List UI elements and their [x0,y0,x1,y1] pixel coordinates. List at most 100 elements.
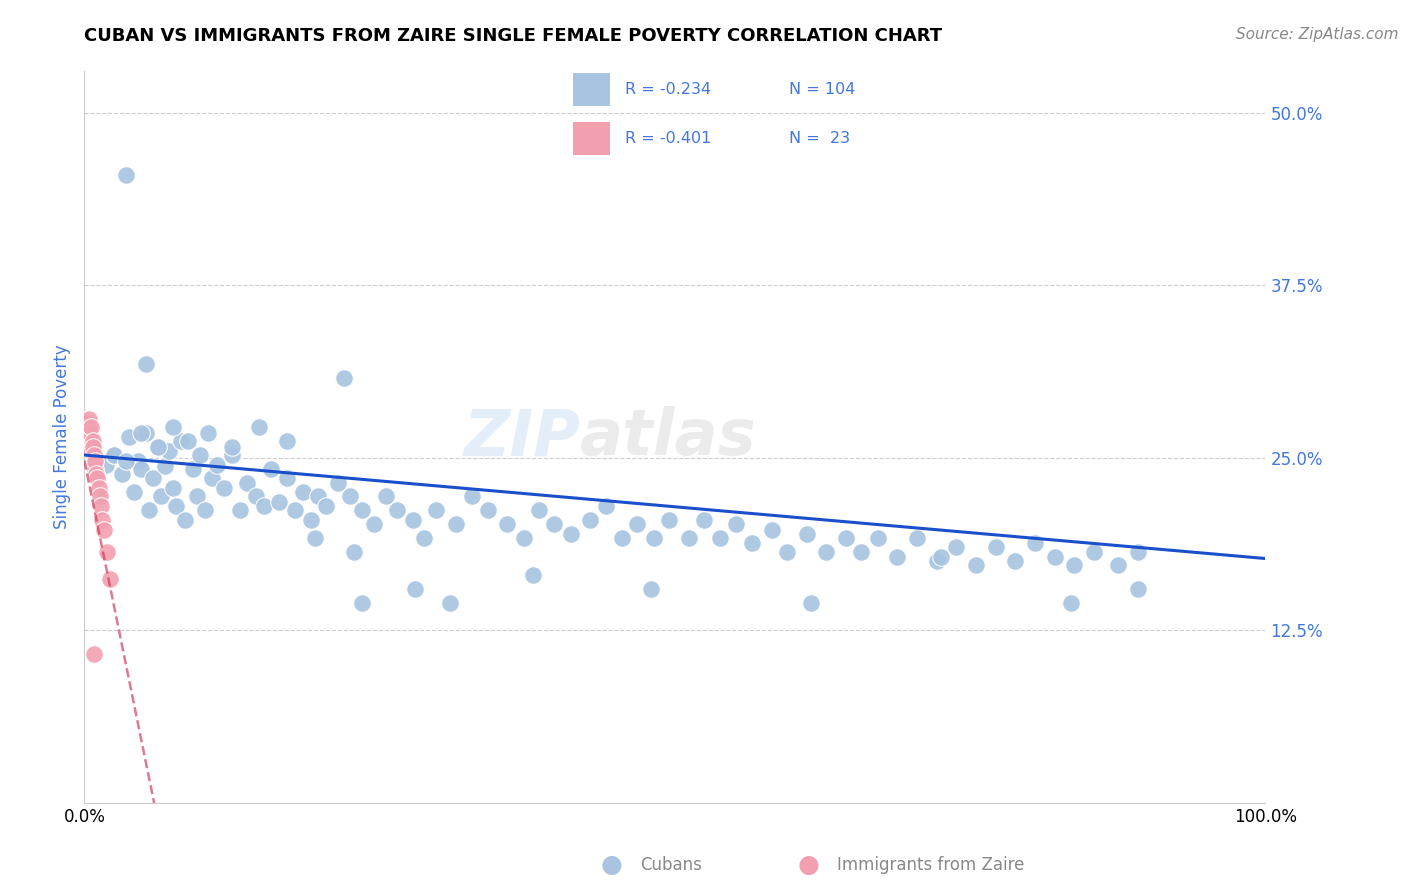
Point [83,448,105,462]
Point [103,448,125,462]
Point [83,458,105,472]
Point [796,526,818,541]
Point [425,503,447,517]
Point [299,513,322,527]
Point [91,513,114,527]
Point [1126,544,1149,558]
Point [77,430,100,444]
Point [82,434,104,449]
Point [94,458,117,472]
Point [118,430,141,444]
Point [643,531,665,545]
Point [77,412,100,426]
Point [135,425,157,440]
Text: R = -0.401: R = -0.401 [624,131,711,146]
Point [527,503,550,517]
FancyBboxPatch shape [574,73,610,105]
Point [343,544,366,558]
Point [253,499,276,513]
Point [103,448,125,462]
Point [83,647,105,661]
Point [761,523,783,537]
Point [212,481,235,495]
Point [260,462,283,476]
Point [851,544,873,558]
Point [229,503,252,517]
Point [157,443,180,458]
Point [269,495,291,509]
Text: CUBAN VS IMMIGRANTS FROM ZAIRE SINGLE FEMALE POVERTY CORRELATION CHART: CUBAN VS IMMIGRANTS FROM ZAIRE SINGLE FE… [84,27,942,45]
Point [221,448,243,462]
Point [626,516,648,531]
Point [146,440,169,454]
Point [194,503,217,517]
Point [1063,558,1085,573]
Point [1059,596,1081,610]
Point [170,434,193,449]
Point [111,467,134,482]
Point [610,531,633,545]
Point [96,544,118,558]
Point [87,481,110,495]
Point [304,531,326,545]
Point [439,596,461,610]
Point [925,554,948,568]
Point [776,544,799,558]
Point [153,458,176,473]
Point [291,485,314,500]
Point [709,531,731,545]
Text: N = 104: N = 104 [789,81,855,96]
Point [276,471,298,485]
Point [90,499,112,513]
Point [138,503,160,517]
Point [543,516,565,531]
Point [350,503,373,517]
Point [413,531,436,545]
Point [1107,558,1129,573]
Point [560,526,582,541]
Point [522,568,544,582]
Point [1083,544,1105,558]
Point [245,490,267,504]
Point [276,434,298,449]
Point [80,443,103,458]
Point [446,516,468,531]
Point [333,370,356,384]
Point [129,425,152,440]
Point [236,475,259,490]
Point [80,420,103,434]
Point [984,541,1007,555]
Text: ZIP: ZIP [464,406,581,468]
Point [142,471,165,485]
Point [162,420,184,434]
Point [247,420,270,434]
Point [76,417,98,431]
Point [166,499,188,513]
Point [725,516,748,531]
Point [339,490,361,504]
Point [866,531,889,545]
Point [98,572,121,586]
Point [307,490,329,504]
Point [350,596,373,610]
Point [374,490,396,504]
Point [905,531,928,545]
Point [579,513,602,527]
Point [402,513,425,527]
Text: Immigrants from Zaire: Immigrants from Zaire [837,856,1024,874]
Point [815,544,838,558]
Point [496,516,519,531]
Point [114,453,136,467]
Point [512,531,534,545]
Point [122,485,145,500]
Point [404,582,426,596]
Point [181,462,204,476]
Point [93,523,115,537]
Point [284,503,307,517]
Point [146,440,169,454]
Point [186,490,208,504]
Point [89,490,111,504]
Text: ●: ● [797,854,820,877]
Point [461,490,484,504]
Point [135,357,157,371]
